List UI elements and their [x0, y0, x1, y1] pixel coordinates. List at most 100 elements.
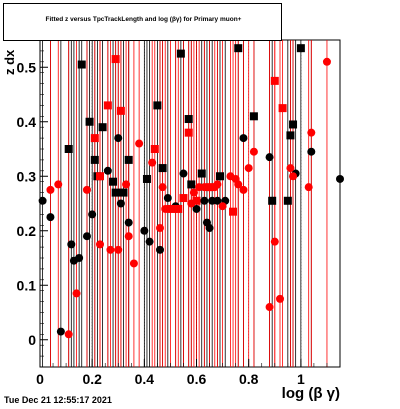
data-point-circle — [38, 196, 47, 205]
x-tick-label: 1 — [297, 371, 305, 387]
data-point-square — [296, 44, 305, 53]
data-point-circle — [122, 180, 131, 189]
data-point-circle — [336, 174, 344, 183]
data-point-square — [268, 196, 277, 205]
data-point-circle — [82, 232, 91, 241]
data-point-circle — [72, 289, 81, 298]
data-point-circle — [270, 237, 279, 246]
data-point-circle — [56, 327, 65, 336]
data-point-square — [184, 115, 193, 124]
data-point-square — [85, 117, 94, 126]
x-tick-label: 0.8 — [239, 371, 259, 387]
data-point-circle — [205, 224, 214, 233]
data-point-circle — [158, 183, 167, 192]
data-point-square — [192, 196, 201, 205]
data-point-circle — [218, 202, 227, 211]
data-point-circle — [189, 188, 198, 197]
x-tick-label: 0.2 — [82, 371, 102, 387]
x-tick-label: 0.6 — [187, 371, 207, 387]
data-point-square — [116, 106, 125, 115]
data-point-circle — [304, 183, 313, 192]
data-point-circle — [103, 166, 112, 175]
data-point-circle — [163, 194, 172, 203]
data-point-circle — [276, 294, 284, 303]
data-point-circle — [156, 245, 164, 254]
data-point-square — [234, 44, 243, 53]
data-point-square — [166, 204, 175, 213]
data-point-circle — [322, 57, 331, 66]
data-point-square — [90, 134, 99, 143]
data-point-circle — [46, 185, 55, 194]
y-axis-label: z dx — [2, 49, 17, 75]
data-point-square — [270, 76, 279, 85]
data-point-square — [153, 101, 162, 110]
data-point-square — [90, 155, 99, 164]
data-point-square — [119, 188, 128, 197]
data-point-circle — [239, 134, 248, 143]
data-point-square — [111, 55, 120, 64]
data-point-square — [249, 112, 258, 121]
data-point-square — [98, 123, 107, 132]
data-point-square — [174, 204, 183, 213]
data-point-square — [64, 145, 73, 153]
data-point-circle — [54, 180, 63, 189]
data-point-square — [278, 104, 287, 113]
data-point-square — [158, 164, 167, 173]
data-point-circle — [234, 180, 243, 189]
data-point-square — [179, 194, 188, 203]
data-point-square — [283, 196, 292, 205]
data-points — [38, 44, 344, 339]
data-point-circle — [265, 303, 274, 312]
data-point-circle — [265, 153, 274, 162]
x-axis-label: log (β γ) — [281, 385, 340, 402]
data-point-square — [229, 207, 238, 216]
data-point-circle — [192, 204, 201, 213]
data-point-square — [109, 177, 118, 186]
data-point-square — [103, 101, 112, 110]
y-tick-label: 0 — [28, 332, 36, 348]
data-point-circle — [82, 185, 91, 194]
y-tick-label: 0.2 — [17, 223, 37, 239]
x-tick-label: 0 — [36, 371, 44, 387]
data-point-circle — [307, 128, 316, 137]
data-point-circle — [96, 240, 104, 249]
data-point-circle — [116, 199, 125, 208]
data-point-square — [187, 180, 196, 189]
data-point-square — [77, 60, 86, 69]
data-point-circle — [124, 232, 133, 241]
data-point-square — [176, 49, 185, 58]
data-point-circle — [289, 172, 298, 181]
data-point-circle — [307, 147, 316, 156]
data-point-circle — [145, 237, 154, 246]
data-point-circle — [46, 213, 55, 222]
data-point-circle — [75, 254, 84, 262]
data-point-circle — [239, 185, 248, 194]
x-tick-label: 0.4 — [135, 371, 155, 387]
data-point-circle — [124, 218, 133, 227]
data-point-square — [142, 174, 151, 183]
data-point-circle — [286, 164, 295, 173]
axes: 0 0.1 0.2 0.3 0.4 0.5 0 0.2 0.4 0.6 0.8 1 — [17, 39, 341, 387]
data-point-circle — [67, 240, 76, 249]
chart-title: Fitted z versus TpcTrackLength and log (… — [45, 16, 242, 23]
data-point-circle — [244, 164, 253, 173]
data-point-square — [96, 172, 104, 181]
data-point-square — [184, 128, 193, 137]
data-point-square — [286, 131, 295, 140]
data-point-circle — [156, 224, 164, 233]
data-point-square — [216, 172, 224, 181]
y-tick-label: 0.5 — [17, 59, 37, 75]
data-point-circle — [148, 158, 157, 167]
y-tick-label: 0.3 — [17, 168, 37, 184]
data-point-circle — [135, 139, 144, 148]
data-point-circle — [129, 259, 138, 268]
data-point-circle — [64, 330, 73, 339]
title-box: Fitted z versus TpcTrackLength and log (… — [3, 3, 282, 41]
data-point-circle — [200, 196, 209, 205]
data-point-circle — [179, 169, 188, 178]
data-point-square — [197, 169, 206, 178]
data-point-square — [289, 120, 298, 129]
data-point-circle — [249, 147, 258, 156]
data-point-circle — [213, 180, 222, 189]
data-point-square — [111, 188, 120, 197]
